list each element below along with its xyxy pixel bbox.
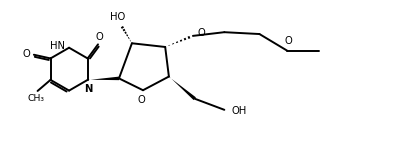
Text: CH₃: CH₃ (27, 94, 44, 103)
Text: O: O (197, 28, 205, 38)
Text: O: O (137, 95, 145, 105)
Text: HN: HN (50, 41, 64, 51)
Text: OH: OH (232, 106, 247, 116)
Text: HO: HO (109, 12, 125, 22)
Polygon shape (169, 76, 196, 100)
Text: O: O (96, 32, 104, 42)
Polygon shape (88, 77, 119, 80)
Text: N: N (84, 84, 93, 94)
Text: O: O (284, 36, 292, 46)
Text: O: O (22, 49, 30, 59)
